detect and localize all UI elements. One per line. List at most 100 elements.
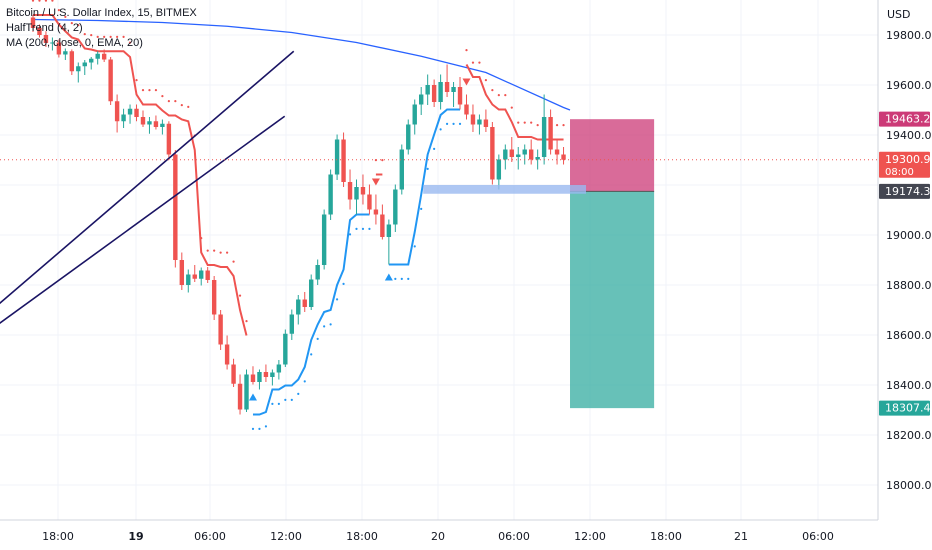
candle-body xyxy=(127,108,133,115)
halftrend-dot xyxy=(90,34,93,37)
candle-body xyxy=(496,159,502,180)
halftrend-dot xyxy=(290,398,293,401)
halftrend-dot xyxy=(355,227,358,230)
short-position-tool[interactable] xyxy=(423,119,655,409)
halftrend-dot xyxy=(562,124,565,127)
price-marker-entry xyxy=(879,183,930,199)
halftrend-dot xyxy=(555,124,559,127)
halftrend-buy-arrow xyxy=(384,273,393,281)
halftrend-dot xyxy=(277,402,280,405)
halftrend-dot xyxy=(83,33,86,36)
candle-body xyxy=(503,149,508,160)
candle-body xyxy=(224,344,230,365)
candle-body xyxy=(438,82,443,102)
chart-legend: Bitcoin / U.S. Dollar Index, 15, BITMEX … xyxy=(6,6,197,51)
candle-body xyxy=(147,121,152,125)
candle-body xyxy=(393,189,398,225)
y-tick-label: 18600.00 xyxy=(886,329,932,342)
candle-body xyxy=(334,139,340,175)
candle-body xyxy=(296,299,301,315)
halftrend-dot xyxy=(452,122,455,125)
halftrend-dot xyxy=(232,260,235,263)
halftrend-dot xyxy=(394,277,397,280)
candle-body xyxy=(309,279,314,307)
halftrend-dot xyxy=(258,427,261,430)
candle-body xyxy=(464,104,469,115)
y-tick-label: 19800.00 xyxy=(886,29,932,42)
halftrend-dot xyxy=(187,105,190,108)
y-tick-label: 19600.00 xyxy=(886,79,932,92)
halftrend-dot xyxy=(303,380,306,383)
halftrend-dot xyxy=(245,320,248,323)
candle-body xyxy=(108,59,113,102)
halftrend-dot xyxy=(122,35,125,38)
x-tick-label: 06:00 xyxy=(802,530,834,543)
x-tick-label: 18:00 xyxy=(42,530,74,543)
ema-200-line xyxy=(32,18,571,111)
price-marker-target xyxy=(879,400,930,416)
candle-body xyxy=(56,42,62,55)
halftrend-dot xyxy=(420,207,423,210)
x-tick-label: 12:00 xyxy=(270,530,302,543)
candle-body xyxy=(283,333,288,365)
y-tick-label: 19000.00 xyxy=(886,229,932,242)
candle-body xyxy=(244,374,249,410)
halftrend-dot xyxy=(381,159,384,162)
legend-ma: MA (200, close, 0, EMA, 20) xyxy=(6,37,143,49)
halftrend-dot xyxy=(361,227,365,230)
candle-body xyxy=(535,157,540,160)
halftrend-dot xyxy=(407,277,410,280)
candle-body xyxy=(89,58,94,63)
x-tick-label: 21 xyxy=(734,530,748,543)
candle-body xyxy=(270,372,275,377)
halftrend-dot xyxy=(368,227,371,230)
halftrend-dot xyxy=(174,100,177,103)
halftrend-dot xyxy=(497,94,500,97)
candle-body xyxy=(37,28,42,35)
x-tick-label: 18:00 xyxy=(650,530,682,543)
candle-body xyxy=(101,53,107,60)
candle-body xyxy=(347,182,353,200)
candle-body xyxy=(360,187,366,195)
candle-body xyxy=(477,119,482,125)
halftrend-dot xyxy=(161,95,164,98)
candle-body xyxy=(341,139,346,182)
halftrend-dot xyxy=(31,0,35,2)
halftrend-dot xyxy=(109,35,112,38)
candle-body xyxy=(516,154,521,157)
halftrend-dot xyxy=(96,35,99,38)
candle-body xyxy=(179,260,185,285)
halftrend-dot xyxy=(200,237,203,240)
halftrend-dot xyxy=(413,245,416,248)
candle-body xyxy=(367,194,372,210)
candle-body xyxy=(302,299,307,307)
halftrend-dot xyxy=(219,251,222,254)
candle-body xyxy=(431,85,437,102)
price-marker-last xyxy=(879,151,930,178)
ema-line-layer xyxy=(32,18,571,111)
x-tick-label: 06:00 xyxy=(498,530,530,543)
halftrend-dot xyxy=(264,425,268,428)
halftrend-dot xyxy=(400,277,403,280)
halftrend-dot xyxy=(348,233,352,236)
candle-body xyxy=(121,114,126,122)
halftrend-dot xyxy=(271,402,274,405)
candle-body xyxy=(451,87,456,92)
candle-body xyxy=(134,108,139,117)
candle-body xyxy=(419,94,424,105)
halftrend-dot xyxy=(128,41,132,44)
halftrend-dot xyxy=(284,398,287,401)
candle-body xyxy=(522,149,527,155)
halftrend-dot xyxy=(465,49,468,52)
candle-body xyxy=(483,119,489,127)
halftrend-dot xyxy=(77,24,80,27)
trendlines[interactable] xyxy=(0,50,295,475)
price-axis-bg xyxy=(878,0,932,550)
halftrend-dot xyxy=(433,147,436,150)
y-tick-label: 19400.00 xyxy=(886,129,932,142)
halftrend-down-line xyxy=(33,14,248,336)
halftrend-layer xyxy=(31,0,565,430)
currency-label: USD xyxy=(887,8,911,21)
candle-body xyxy=(561,154,566,160)
